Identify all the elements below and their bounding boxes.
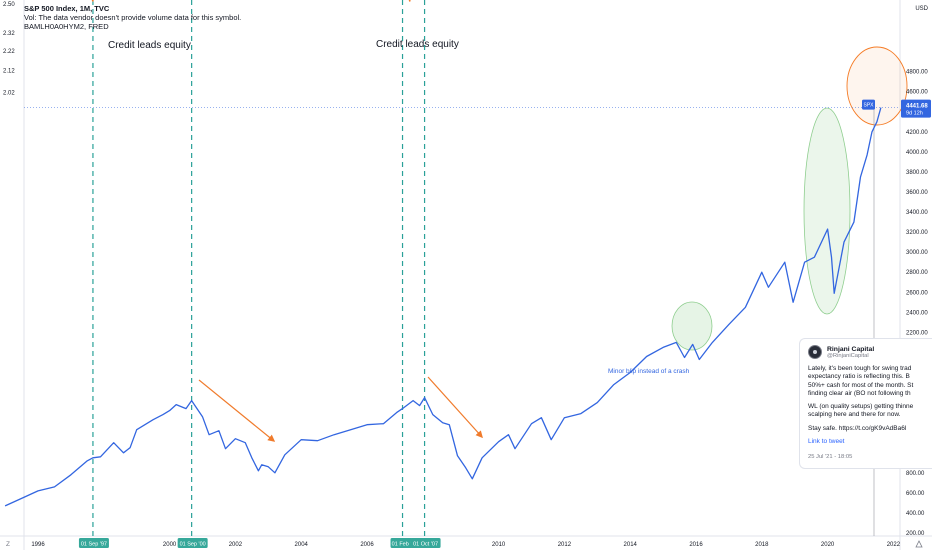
right-tick-label: 400.00 <box>906 511 925 517</box>
right-tick-label: 800.00 <box>906 471 925 477</box>
date-badge <box>177 538 208 548</box>
x-tick-label: 2006 <box>360 542 374 548</box>
right-axis-currency: USD <box>915 6 928 12</box>
avatar <box>808 345 822 359</box>
chart-legend: S&P 500 Index, 1M, TVC Vol: The data ven… <box>24 4 241 31</box>
series-line-bamlh0a0hym2 <box>91 0 411 2</box>
spx-price-badge <box>901 99 931 118</box>
arrow-2000 <box>198 379 276 442</box>
x-tick-label: 2004 <box>295 542 309 548</box>
arrow-2007 <box>427 376 483 439</box>
spx-badge-label <box>862 99 875 110</box>
right-tick-label: 2800.00 <box>906 270 928 276</box>
right-tick-label: 3800.00 <box>906 170 928 176</box>
top-ellipse-2021 <box>846 46 908 126</box>
date-badge <box>410 538 441 548</box>
right-tick-label: 4600.00 <box>906 90 928 96</box>
annotation-credit-2: Credit leads equity <box>376 39 459 50</box>
spx-badge-text: SPX <box>863 103 874 109</box>
spx-price-value: 4441.68 <box>906 104 928 110</box>
tweet-card[interactable]: Rinjani Capital @RinjaniCapital Lately, … <box>799 338 932 469</box>
x-tick-label: 2000 <box>163 542 177 548</box>
left-tick-label: 2.50 <box>3 2 15 8</box>
spx-price-time: 9d 12h <box>906 111 923 117</box>
x-tick-label: 2012 <box>558 542 572 548</box>
right-tick-label: 200.00 <box>906 531 925 537</box>
date-badge <box>390 538 413 548</box>
right-tick-label: 4200.00 <box>906 130 928 136</box>
x-tick-label: 2022 <box>887 542 901 548</box>
tweet-date: 25 Jul '21 - 18:05 <box>808 454 853 461</box>
tweet-author: Rinjani Capital <box>827 345 875 353</box>
left-tick-label: 2.32 <box>3 31 15 37</box>
x-tick-label: 2016 <box>689 542 703 548</box>
alert-icon <box>915 540 923 548</box>
date-badge-label: 01 Sep '97 <box>81 542 107 548</box>
right-tick-label: 4000.00 <box>906 150 928 156</box>
z-icon: Z <box>6 541 10 548</box>
annotation-minor-blip: Minor blip instead of a crash <box>608 368 690 375</box>
right-tick-label: 3000.00 <box>906 250 928 256</box>
x-tick-label: 2010 <box>492 542 506 548</box>
date-badge-label: 01 Oct '07 <box>413 542 438 548</box>
right-tick-label: 2400.00 <box>906 310 928 316</box>
dip-ellipse-2020 <box>803 107 851 315</box>
series-line-spx <box>4 107 882 507</box>
right-tick-label: 2200.00 <box>906 330 928 336</box>
tweet-text-2: WL (on quality setups) getting thinne sc… <box>808 403 914 419</box>
right-tick-label: 3600.00 <box>906 190 928 196</box>
tweet-text-3: Stay safe. https://t.co/gK9vAdBa6l <box>808 424 907 432</box>
tweet-text-1: Lately, it's been tough for swing trad e… <box>808 365 914 397</box>
left-tick-label: 2.12 <box>3 69 15 75</box>
right-tick-label: 600.00 <box>906 491 925 497</box>
x-tick-label: 2018 <box>755 542 769 548</box>
left-tick-label: 2.22 <box>3 49 15 55</box>
x-tick-label: 2020 <box>821 542 835 548</box>
date-badge <box>78 538 109 548</box>
right-tick-label: 2600.00 <box>906 290 928 296</box>
right-tick-label: 4800.00 <box>906 70 928 76</box>
tweet-handle: @RinjaniCapital <box>827 352 869 359</box>
legend-volume-note: Vol: The data vendor doesn't provide vol… <box>24 13 242 22</box>
legend-title: S&P 500 Index, 1M, TVC <box>24 4 110 13</box>
dip-ellipse-2016 <box>671 301 713 351</box>
tweet-link[interactable]: Link to tweet <box>808 438 845 446</box>
right-tick-label: 3400.00 <box>906 210 928 216</box>
date-badge-label: 01 Sep '00 <box>180 542 206 548</box>
right-tick-label: 3200.00 <box>906 230 928 236</box>
x-tick-label: 2002 <box>229 542 243 548</box>
x-tick-label: 1996 <box>31 542 45 548</box>
left-tick-label: 2.02 <box>3 90 15 96</box>
x-tick-label: 2014 <box>624 542 638 548</box>
annotation-credit-1: Credit leads equity <box>108 40 191 51</box>
date-badge-label: 01 Feb ' <box>392 542 412 548</box>
legend-series-hy: BAMLH0A0HYM2, FRED <box>24 22 109 31</box>
